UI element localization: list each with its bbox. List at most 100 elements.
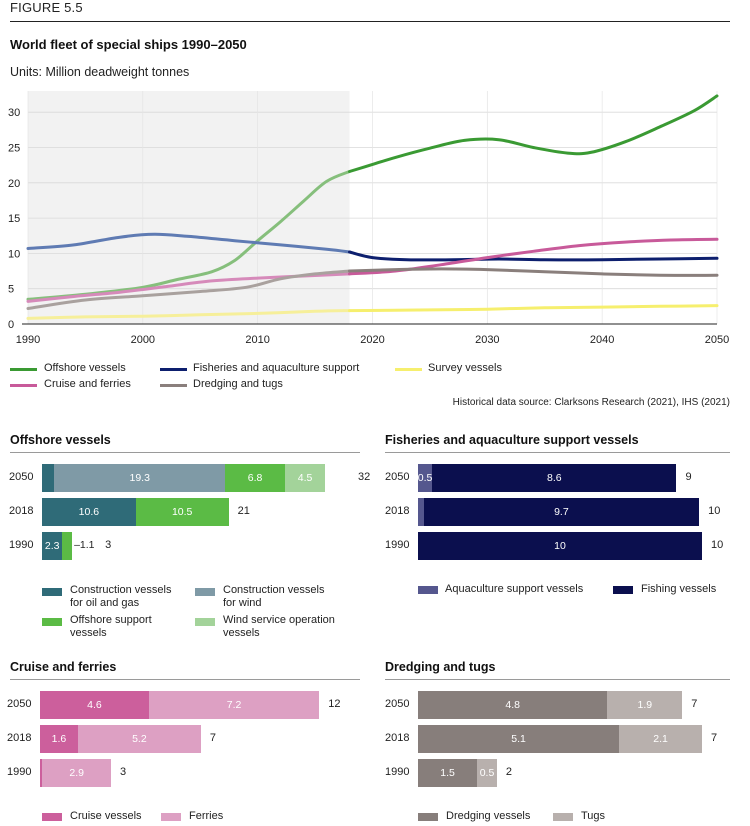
legend-swatch-fisheries [160,368,187,371]
y-tick-label: 0 [8,319,14,331]
legend-label-construction-oil-gas: Construction vessels for oil and gas [70,584,172,610]
legend-label-fisheries: Fisheries and aquaculture support [193,362,360,374]
bar-segment: 5.2 [77,725,201,753]
legend-swatch-offshore [10,368,37,371]
bar-total-label: 9 [685,471,692,483]
legend-line-1: Construction vessels [223,584,325,596]
legend-label-cruise-vessels: Cruise vessels [70,810,142,822]
y-tick-label: 15 [8,213,20,225]
stacked-bar: 10 [418,532,702,560]
bar-segment: 1.6 [40,725,78,753]
bar-segment [42,464,55,492]
bar-total-label: 2 [505,766,512,778]
chart-title: World fleet of special ships 1990–2050 [10,37,247,52]
bar-segment: 2.3 [42,532,63,560]
legend-label-aquaculture: Aquaculture support vessels [445,583,584,595]
bar-row-label: 2018 [385,732,410,744]
panel-divider-cruise [10,679,360,680]
bar-segment [418,498,424,526]
legend-label-offshore-support: Offshore support vessels [70,614,152,640]
legend-swatch-survey [395,368,422,371]
bar-row-label: 1990 [385,766,410,778]
axis: 0 5 10 15 20 25 30 1990 2000 2010 2020 2030 2040 2050 [8,107,729,346]
legend-swatch-tugs [553,813,573,821]
x-tick-label: 2020 [360,334,384,346]
bar-segment: 0.5 [477,759,497,787]
legend-label-fishing: Fishing vessels [641,583,717,595]
bar-total-label: 32 [358,471,371,483]
bar-total-label: 3 [105,539,112,551]
bar-total-label: 10 [708,505,721,517]
bar-row-label: 2018 [9,505,34,517]
legend-swatch-fishing [613,586,633,594]
bar-segment: 9.7 [423,498,700,526]
y-tick-label: 10 [8,248,20,260]
x-tick-label: 2050 [705,334,729,346]
stacked-bar: 1.5 0.5 [418,759,497,787]
legend-swatch-ferries [161,813,181,821]
legend-line-2: vessels [70,627,107,639]
panel-title-dredging: Dredging and tugs [385,660,496,674]
x-tick-label: 2040 [590,334,614,346]
figure-divider [10,21,730,22]
bar-segment: 10.6 [42,498,136,526]
panel-title-cruise: Cruise and ferries [10,660,117,674]
legend-label-offshore: Offshore vessels [44,362,126,374]
series-lines [26,94,719,320]
bar-segment [40,759,43,787]
stacked-bar: 4.6 7.2 [40,691,320,719]
panel-title-fisheries: Fisheries and aquaculture support vessel… [385,433,639,447]
legend-swatch-dredging [160,384,187,387]
bar-total-label: 12 [328,698,341,710]
legend-swatch-construction-oil-gas [42,588,62,596]
bar-segment: 0.5 [418,464,432,492]
series-line-dredging-historical [26,269,351,310]
bar-segment: 4.6 [40,691,149,719]
figure-label: FIGURE 5.5 [10,0,83,15]
series-line-dredging-projection [348,267,719,277]
bar-total-label: 3 [120,766,127,778]
legend-line-2: for wind [223,597,262,609]
series-line-survey-projection [348,304,719,313]
series-line-survey-historical [26,309,351,320]
legend-swatch-offshore-support [42,618,62,626]
bar-segment: 6.8 [225,464,286,492]
panel-title-offshore: Offshore vessels [10,433,111,447]
legend-label-dredging: Dredging and tugs [193,378,283,390]
bar-total-label: 7 [711,732,718,744]
line-chart: 0 5 10 15 20 25 30 1990 2000 2010 2020 2030 2040 2050 [8,91,729,346]
bar-row-label: 1990 [9,539,34,551]
x-tick-label: 1990 [16,334,40,346]
bar-segment: 2.9 [42,759,111,787]
bar-row-label: 2018 [385,505,410,517]
bar-segment: 2.1 [619,725,702,753]
panel-divider-fisheries [385,452,730,453]
legend-line-1: Construction vessels [70,584,172,596]
bar-segment: 4.8 [418,691,608,719]
bar-row-label: 2050 [7,698,32,710]
stacked-bar: 10.6 10.5 [42,498,229,526]
bar-segment: 5.1 [418,725,620,753]
x-tick-label: 2000 [131,334,155,346]
bar-row-label: 2050 [385,698,410,710]
y-tick-label: 5 [8,284,14,296]
x-tick-label: 2010 [245,334,269,346]
stacked-bar: 2.9 [40,759,111,787]
legend-swatch-construction-wind [195,588,215,596]
legend-swatch-aquaculture [418,586,438,594]
stacked-bar: 4.8 1.9 [418,691,683,719]
series-line-fisheries-projection [348,250,719,262]
bar-row-label: 1990 [7,766,32,778]
series-line-offshore-historical [26,170,351,301]
legend-label-wind-service: Wind service operation vessels [223,614,335,640]
bar-segment: 8.6 [432,464,677,492]
legend-line-1: Offshore support [70,614,152,626]
stacked-bar: 1.6 5.2 [40,725,201,753]
legend-swatch-dredging-vessels [418,813,438,821]
y-tick-label: 25 [8,142,20,154]
legend-label-tugs: Tugs [581,810,606,822]
grid-lines [27,91,718,324]
stacked-bar: 0.5 8.6 [418,464,677,492]
legend-line-1: Wind service operation [223,614,335,626]
bar-segment: 7.2 [148,691,320,719]
